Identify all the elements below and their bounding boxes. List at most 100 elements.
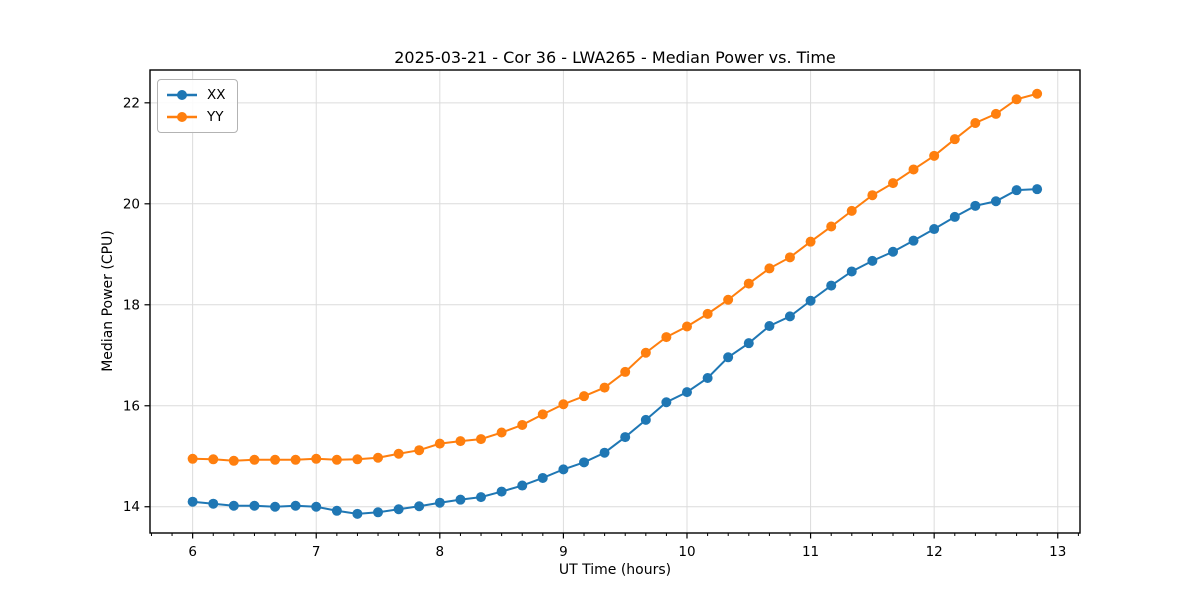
legend-item-xx: XX <box>166 86 226 104</box>
series-xx-marker <box>1011 185 1022 196</box>
series-xx-marker <box>702 372 713 383</box>
legend-label: YY <box>207 109 224 125</box>
series-yy-marker <box>270 454 281 465</box>
series-yy-marker <box>826 221 837 232</box>
series-xx-marker <box>496 486 507 497</box>
series-yy-marker <box>908 164 919 175</box>
series-xx-marker <box>929 224 940 235</box>
axes-spines <box>149 69 1081 534</box>
series-yy-marker <box>723 294 734 305</box>
series-xx-marker <box>620 432 631 443</box>
series-xx-marker <box>805 295 816 306</box>
series-xx-marker <box>579 457 590 468</box>
series-yy-marker <box>599 382 610 393</box>
series-xx-marker <box>888 246 899 257</box>
series-yy-marker <box>888 178 899 189</box>
series-yy-marker <box>496 427 507 438</box>
series-yy-marker <box>764 263 775 274</box>
series-xx-marker <box>187 496 198 507</box>
series-yy-marker <box>352 454 363 465</box>
series-xx-marker <box>228 500 239 511</box>
series-yy-marker <box>640 347 651 358</box>
series-yy-marker <box>620 366 631 377</box>
series-xx-marker <box>475 492 486 503</box>
svg-text:20: 20 <box>123 196 140 212</box>
series-yy-marker <box>414 445 425 456</box>
y-tick-labels: 14 16 18 20 22 <box>123 95 140 515</box>
series-yy-marker <box>743 278 754 289</box>
svg-text:7: 7 <box>312 544 321 560</box>
series-yy-marker <box>475 434 486 445</box>
series-xx <box>187 184 1043 519</box>
series-xx-marker <box>764 320 775 331</box>
svg-text:13: 13 <box>1049 544 1066 560</box>
grid-lines <box>150 70 1080 533</box>
svg-text:6: 6 <box>188 544 197 560</box>
series-xx-marker <box>373 507 384 518</box>
series-yy-marker <box>990 108 1001 119</box>
series-yy-marker <box>661 332 672 343</box>
series-yy-marker <box>249 454 260 465</box>
series-yy-marker <box>537 409 548 420</box>
series-yy-marker <box>187 453 198 464</box>
series-yy-marker <box>970 118 981 129</box>
series-xx-marker <box>537 472 548 483</box>
series-xx-marker <box>352 508 363 519</box>
series-xx-marker <box>208 498 219 509</box>
series-xx-marker <box>599 447 610 458</box>
series-xx-marker <box>949 211 960 222</box>
series-xx-marker <box>249 500 260 511</box>
series-yy-marker <box>393 448 404 459</box>
series-yy <box>187 88 1043 466</box>
series-yy-marker <box>290 454 301 465</box>
series-xx-marker <box>826 280 837 291</box>
series-xx-marker <box>784 311 795 322</box>
svg-text:12: 12 <box>926 544 943 560</box>
series-xx-marker <box>311 501 322 512</box>
series-xx-marker <box>661 397 672 408</box>
series-xx-marker <box>393 504 404 515</box>
series-yy-marker <box>867 190 878 201</box>
series-xx-marker <box>558 464 569 475</box>
svg-text:11: 11 <box>802 544 819 560</box>
series-xx-marker <box>1032 184 1043 195</box>
series-xx-marker <box>846 266 857 277</box>
axis-ticks <box>144 102 1079 539</box>
series-yy-marker <box>702 308 713 319</box>
svg-text:16: 16 <box>123 398 140 414</box>
series-xx-marker <box>681 387 692 398</box>
series-yy-marker <box>846 205 857 216</box>
series-xx-marker <box>455 494 466 505</box>
series-yy-marker <box>1011 94 1022 105</box>
svg-text:14: 14 <box>123 499 140 515</box>
svg-text:8: 8 <box>436 544 445 560</box>
series-yy-marker <box>434 438 445 449</box>
series-xx-marker <box>743 338 754 349</box>
series-xx-marker <box>434 497 445 508</box>
series-yy-marker <box>949 134 960 145</box>
series-yy-marker <box>228 455 239 466</box>
series-xx-marker <box>290 500 301 511</box>
svg-text:22: 22 <box>123 95 140 111</box>
series-yy-marker <box>1032 88 1043 99</box>
series-xx-marker <box>414 501 425 512</box>
x-tick-labels: 6 7 8 9 10 11 12 13 <box>188 544 1066 560</box>
svg-text:10: 10 <box>678 544 695 560</box>
series-yy-marker <box>558 399 569 410</box>
svg-text:9: 9 <box>559 544 568 560</box>
chart-title: 2025-03-21 - Cor 36 - LWA265 - Median Po… <box>394 48 836 67</box>
series-xx-marker <box>270 501 281 512</box>
legend-item-yy: YY <box>166 108 226 126</box>
y-axis-label: Median Power (CPU) <box>100 230 116 372</box>
series-xx-marker <box>723 352 734 363</box>
series-xx-marker <box>517 480 528 491</box>
series-yy-marker <box>805 236 816 247</box>
series-yy-marker <box>929 150 940 161</box>
legend-line-marker-icon <box>167 90 197 100</box>
series-yy-marker <box>784 252 795 263</box>
series-xx-marker <box>990 196 1001 207</box>
legend: XX YY <box>157 79 238 133</box>
series-yy-marker <box>681 321 692 332</box>
